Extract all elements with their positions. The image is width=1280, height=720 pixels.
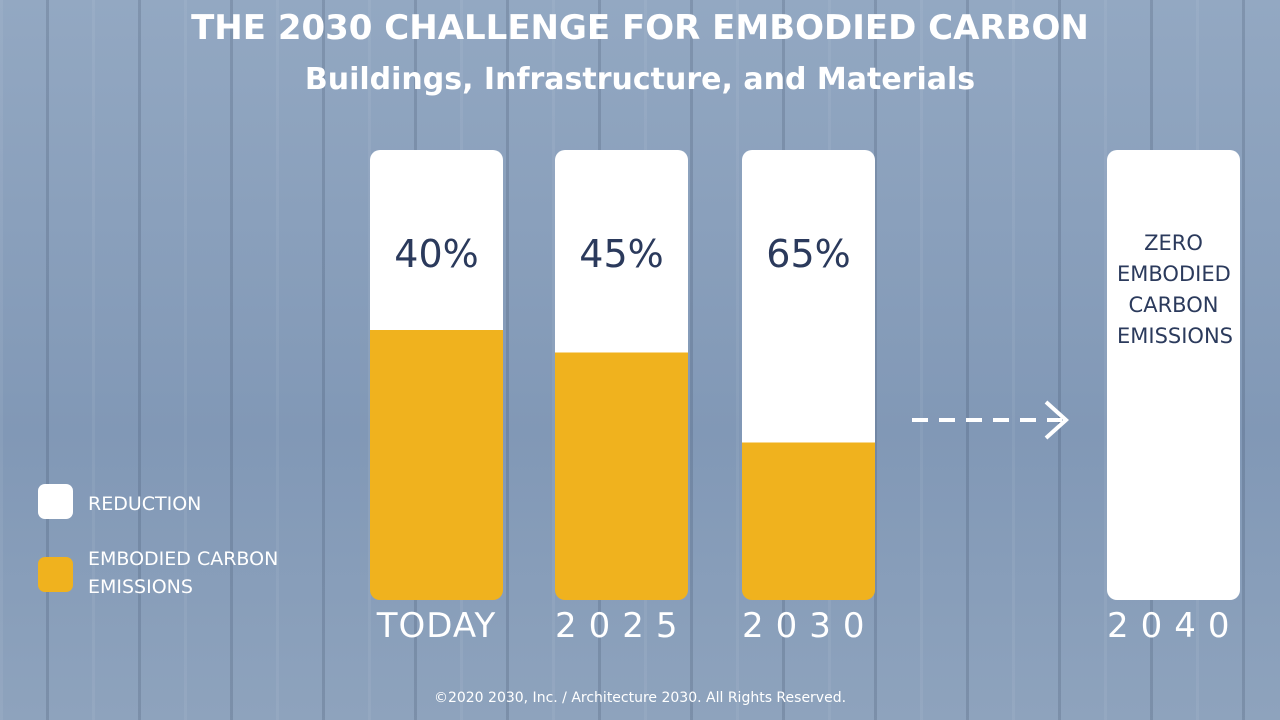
value-label: ZERO EMBODIED CARBON EMISSIONS xyxy=(1117,231,1234,348)
chart-subtitle: Buildings, Infrastructure, and Materials xyxy=(304,62,976,97)
bar-segment xyxy=(742,442,875,600)
bar-segment xyxy=(555,150,688,353)
bar-segment xyxy=(742,150,875,443)
bar-segment xyxy=(370,330,503,600)
x-tick-label: TODAY xyxy=(376,606,497,646)
value-label: 65% xyxy=(766,232,851,276)
value-label: 45% xyxy=(579,232,664,276)
legend-label: EMBODIED CARBON EMISSIONS xyxy=(88,548,279,598)
arrow xyxy=(912,400,1069,440)
bar-segment xyxy=(370,150,503,330)
bar-segment xyxy=(555,352,688,600)
column xyxy=(370,150,503,600)
x-tick-label: 2040 xyxy=(1107,606,1242,646)
chart-title: THE 2030 CHALLENGE FOR EMBODIED CARBON xyxy=(191,8,1089,48)
column xyxy=(742,150,875,600)
column xyxy=(1107,150,1240,600)
column xyxy=(555,150,688,600)
x-tick-label: 2025 xyxy=(555,606,690,646)
value-label: 40% xyxy=(394,232,479,276)
legend-swatch xyxy=(38,557,73,592)
legend-swatch xyxy=(38,484,73,519)
x-tick-label: 2030 xyxy=(742,606,877,646)
footer: ©2020 2030, Inc. / Architecture 2030. Al… xyxy=(433,690,847,706)
bar-segment xyxy=(1107,150,1240,600)
legend-label: REDUCTION xyxy=(88,493,202,515)
